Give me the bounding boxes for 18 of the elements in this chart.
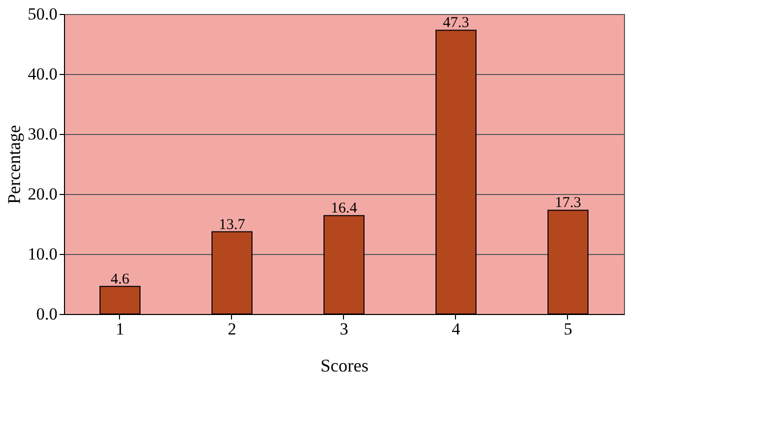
data-label: 17.3 [554, 195, 582, 212]
data-label: 4.6 [110, 271, 130, 288]
y-tick-label: 10.0 [28, 244, 58, 264]
x-tick-label: 3 [340, 320, 348, 338]
x-tick-label: 5 [564, 320, 572, 338]
y-tick-label: 50.0 [28, 4, 58, 24]
x-tick-label: 1 [116, 320, 124, 338]
data-label: 16.4 [330, 200, 358, 217]
y-tick-label: 20.0 [28, 184, 58, 204]
data-label: 13.7 [218, 216, 246, 233]
y-axis-title: Percentage [4, 125, 24, 204]
y-tick-label: 0.0 [36, 304, 58, 324]
y-tick-label: 30.0 [28, 124, 58, 144]
x-tick-label: 4 [452, 320, 461, 338]
x-tick-label: 2 [228, 320, 236, 338]
x-axis-title: Scores [320, 356, 368, 376]
y-tick-label: 40.0 [28, 64, 58, 84]
data-label: 47.3 [442, 15, 470, 32]
